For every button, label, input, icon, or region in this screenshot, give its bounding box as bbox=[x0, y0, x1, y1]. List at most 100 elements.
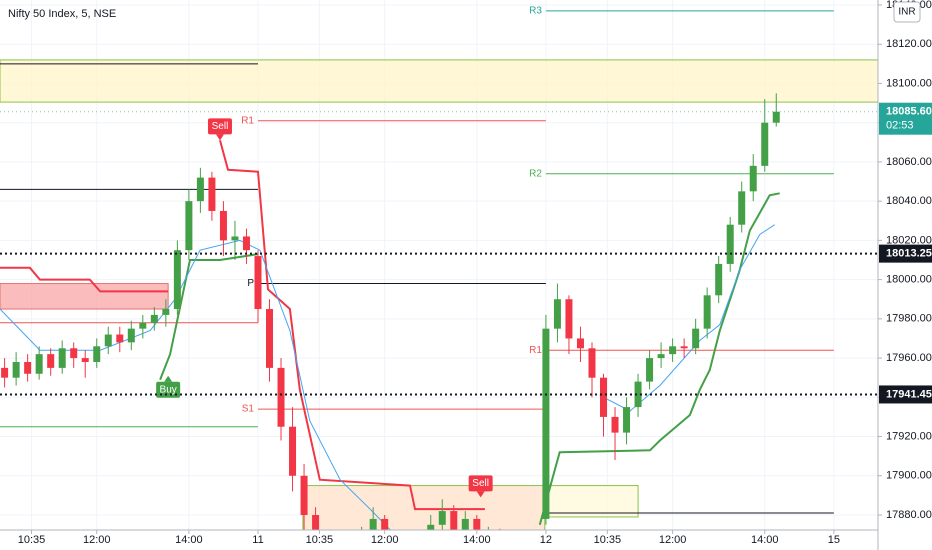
candle-body bbox=[185, 201, 193, 251]
signal-pointer bbox=[164, 375, 173, 382]
y-tick-label: 18000.00 bbox=[886, 274, 932, 286]
candle-body bbox=[81, 358, 89, 362]
candle-body bbox=[726, 224, 734, 264]
candle-body bbox=[300, 475, 308, 515]
pivot-label: R1 bbox=[241, 115, 254, 126]
zone bbox=[544, 485, 639, 518]
price-badge bbox=[879, 102, 932, 135]
candle-body bbox=[58, 348, 66, 368]
candle-body bbox=[588, 348, 596, 378]
y-tick-label: 17920.00 bbox=[886, 430, 932, 442]
candle-body bbox=[646, 358, 654, 382]
chart-title: Nifty 50 Index, 5, NSE bbox=[8, 8, 116, 20]
candle-body bbox=[289, 426, 297, 476]
candle-body bbox=[738, 191, 746, 225]
candle-body bbox=[219, 210, 227, 241]
candle-body bbox=[438, 511, 446, 525]
candle-body bbox=[623, 407, 631, 433]
signal-box bbox=[468, 475, 493, 492]
signal-marker: Sell bbox=[468, 475, 493, 498]
x-tick-label: 14:00 bbox=[175, 534, 203, 546]
candle-body bbox=[12, 361, 20, 378]
candle-body bbox=[772, 111, 780, 123]
candle-body bbox=[657, 354, 665, 359]
signal-marker: Sell bbox=[207, 118, 232, 141]
candle-body bbox=[254, 256, 262, 310]
candle-body bbox=[104, 334, 112, 347]
candle-body bbox=[703, 295, 711, 329]
candle-body bbox=[196, 177, 204, 202]
price-badge bbox=[879, 385, 932, 404]
signal-pointer bbox=[476, 491, 485, 498]
candle-body bbox=[381, 518, 389, 530]
candle-body bbox=[173, 250, 181, 310]
candle-body bbox=[542, 328, 550, 519]
y-tick-label: 18100.00 bbox=[886, 77, 932, 89]
signal-pointer bbox=[215, 134, 224, 141]
candle-body bbox=[369, 518, 377, 530]
candle-body bbox=[162, 309, 170, 315]
pivot-label: R3 bbox=[529, 6, 542, 17]
zone bbox=[0, 59, 878, 103]
candle-body bbox=[242, 236, 250, 251]
candle-body bbox=[70, 348, 78, 359]
x-tick-label: 12:00 bbox=[659, 534, 687, 546]
x-tick-label: 10:35 bbox=[594, 534, 622, 546]
candle-body bbox=[461, 518, 469, 530]
pivot-label: R1 bbox=[529, 345, 542, 356]
y-tick-label: 18120.00 bbox=[886, 38, 932, 50]
candle-body bbox=[312, 514, 320, 530]
axes: 17880.0017900.0017920.0017940.0017960.00… bbox=[18, 0, 932, 546]
candle-body bbox=[634, 381, 642, 408]
y-tick-label: 18040.00 bbox=[886, 195, 932, 207]
candle-body bbox=[1, 367, 9, 378]
indicator-line bbox=[159, 253, 259, 381]
zone bbox=[0, 283, 169, 310]
x-tick-label: 15 bbox=[828, 534, 840, 546]
candle-body bbox=[600, 377, 608, 417]
x-tick-label: 12:00 bbox=[371, 534, 399, 546]
pivot-label: S1 bbox=[242, 404, 255, 415]
candle-body bbox=[150, 314, 158, 323]
candle-body bbox=[680, 346, 688, 349]
x-tick-label: 12:00 bbox=[83, 534, 111, 546]
currency-badge bbox=[893, 1, 921, 23]
price-badge-label: 18013.25 bbox=[886, 248, 932, 260]
x-tick-label: 10:35 bbox=[306, 534, 334, 546]
signal-label: Buy bbox=[160, 384, 177, 395]
candle-body bbox=[553, 299, 561, 329]
candle-body bbox=[47, 354, 55, 368]
candle-body bbox=[277, 367, 285, 427]
x-tick-label: 11 bbox=[252, 534, 263, 546]
indicator-line bbox=[0, 266, 169, 293]
candle-body bbox=[715, 263, 723, 296]
countdown: 02:53 bbox=[886, 120, 914, 132]
price-badge bbox=[879, 244, 932, 263]
zone bbox=[302, 485, 546, 530]
x-tick-label: 14:00 bbox=[751, 534, 779, 546]
y-tick-label: 17960.00 bbox=[886, 352, 932, 364]
signal-label: Sell bbox=[472, 478, 489, 489]
candle-body bbox=[266, 309, 274, 368]
price-badge-label: 18085.60 bbox=[886, 106, 932, 118]
candle-body bbox=[611, 416, 619, 433]
candle-body bbox=[24, 361, 32, 374]
candle-body bbox=[749, 165, 757, 192]
candle-body bbox=[450, 511, 458, 530]
price-badge-label: 17941.45 bbox=[886, 388, 932, 400]
indicator-line bbox=[538, 192, 780, 526]
signal-marker: Buy bbox=[156, 375, 181, 398]
candle-body bbox=[669, 346, 677, 355]
candle-body bbox=[473, 518, 481, 530]
y-tick-label: 18020.00 bbox=[886, 234, 932, 246]
currency-label: INR bbox=[898, 7, 915, 18]
candle-body bbox=[116, 334, 124, 343]
signal-box bbox=[156, 381, 181, 398]
candle-body bbox=[565, 299, 573, 339]
candle-body bbox=[35, 354, 43, 374]
candle-body bbox=[208, 177, 216, 211]
candle-body bbox=[576, 338, 584, 349]
y-tick-label: 17880.00 bbox=[886, 509, 932, 521]
